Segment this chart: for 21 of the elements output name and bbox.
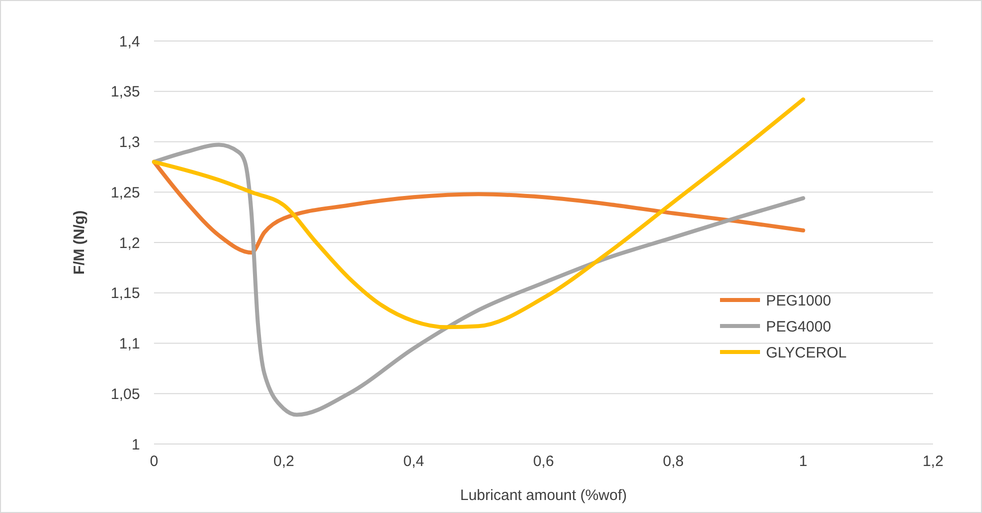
- x-tick-label: 0,4: [403, 453, 424, 470]
- x-tick-label: 1,2: [922, 453, 944, 470]
- legend-label: GLYCEROL: [766, 344, 847, 362]
- x-tick-label: 0,6: [533, 453, 554, 470]
- y-tick-label: 1,05: [110, 386, 140, 403]
- legend-label: PEG4000: [766, 318, 832, 336]
- x-tick-label: 0: [150, 453, 158, 470]
- y-tick-label: 1,4: [119, 33, 140, 50]
- y-tick-label: 1,2: [119, 234, 140, 252]
- y-tick-label: 1,25: [110, 184, 140, 202]
- x-tick-label: 0,2: [273, 453, 294, 470]
- legend-label: PEG1000: [766, 292, 832, 310]
- y-tick-label: 1: [132, 436, 140, 454]
- x-tick-label: 0,8: [662, 453, 684, 470]
- y-tick-label: 1,3: [119, 134, 140, 151]
- x-tick-label: 1: [798, 453, 808, 470]
- y-tick-label: 1,15: [110, 285, 140, 302]
- y-tick-label: 1,35: [110, 84, 140, 101]
- x-axis-title: Lubricant amount (%wof): [460, 487, 627, 504]
- y-axis-title: F/M (N/g): [71, 210, 88, 275]
- y-tick-label: 1,1: [119, 336, 140, 352]
